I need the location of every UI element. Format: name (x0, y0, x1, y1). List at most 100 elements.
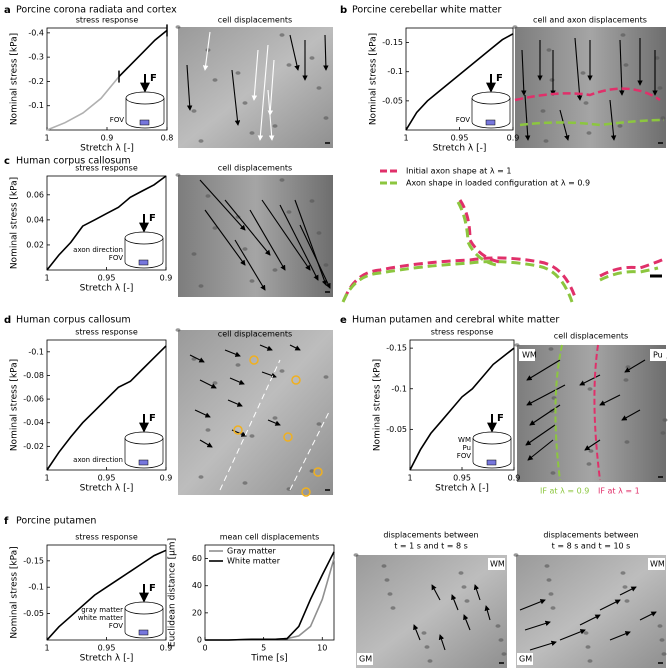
cell (514, 343, 520, 347)
image-label: WM (650, 560, 665, 569)
sample-cylinder (472, 438, 512, 469)
sample-top (124, 431, 164, 445)
x-axis-label: Time [s] (250, 654, 288, 664)
panel-title: Human corpus callosum (16, 156, 131, 167)
data-line (46, 345, 167, 471)
cell (620, 571, 626, 575)
displacement-arrow (251, 49, 259, 101)
y-tick-label: -0.02 (23, 442, 44, 451)
x-tick-label: 0.95 (98, 474, 116, 483)
sample-top (125, 91, 165, 105)
cell (272, 416, 278, 420)
axon-initial (514, 87, 661, 102)
displacement-arrow (524, 620, 551, 631)
sample-cylinder (124, 608, 164, 639)
x-tick-label: 0 (202, 644, 207, 653)
y-axis-label: Nominal stress [kPa] (10, 177, 20, 269)
y-tick-label: -0.05 (23, 609, 44, 618)
label-box (517, 653, 533, 665)
cell (501, 652, 507, 656)
panel-title: Human putamen and cerebral white matter (352, 315, 559, 326)
y-tick-label: -0.1 (391, 384, 407, 393)
legend-label: Gray matter (227, 547, 277, 556)
x-tick-label: 5 (261, 644, 266, 653)
cell (513, 553, 519, 557)
chart-title: stress response (75, 533, 138, 542)
micrograph (517, 345, 666, 482)
cell (587, 659, 593, 663)
cell (550, 471, 556, 475)
cell (540, 109, 546, 113)
displacement-arrow (525, 424, 556, 446)
label-box (648, 558, 665, 570)
fov (138, 629, 149, 636)
y-tick-label: -0.04 (23, 418, 44, 427)
y-tick-label: -0.05 (386, 425, 407, 434)
axon-direction (289, 409, 331, 491)
cell (660, 116, 666, 120)
displacement-arrow (202, 31, 211, 71)
micrograph (178, 175, 333, 297)
y-axis-label: Nominal stress [kPa] (369, 33, 379, 125)
cell (624, 599, 630, 603)
displacement-arrow (559, 109, 570, 141)
image-label: WM (490, 560, 505, 569)
cell (548, 347, 554, 351)
sample-top (124, 601, 164, 615)
sample-cylinder (124, 438, 164, 469)
panel-title: Porcine cerebellar white matter (352, 5, 502, 16)
displacement-arrow (451, 594, 459, 611)
image-title: displacements between (383, 531, 478, 540)
chart-title: stress response (75, 328, 138, 337)
x-tick-label: 1 (407, 474, 412, 483)
y-tick-label: 0.06 (26, 190, 44, 199)
cell (242, 247, 248, 251)
data-line (409, 347, 515, 471)
cell (546, 578, 552, 582)
displacement-arrow (279, 204, 319, 281)
x-tick-label: 0.9 (160, 474, 173, 483)
cell (498, 638, 504, 642)
displacement-arrow (234, 239, 266, 291)
x-axis-label: Stretch λ [-] (80, 144, 134, 154)
displacement-arrow (413, 624, 421, 641)
cell (235, 363, 241, 367)
y-axis-label: Nominal stress [kPa] (10, 546, 20, 638)
inset-label: gray matter (81, 606, 123, 614)
displacement-arrow (289, 34, 300, 71)
tracked-cell (249, 355, 259, 365)
displacement-arrow (463, 614, 471, 631)
displacement-arrow (261, 371, 277, 379)
displacement-arrow (431, 584, 441, 601)
displacement-arrow (639, 611, 657, 621)
displacement-arrow (199, 379, 217, 389)
y-tick-label: -0.08 (23, 371, 44, 380)
force-label: F (149, 213, 156, 224)
x-axis-label: Stretch λ [-] (80, 484, 134, 494)
cell (212, 381, 218, 385)
displacement-arrow (579, 374, 601, 386)
displacement-arrow (261, 199, 311, 271)
cell (625, 365, 631, 369)
sample-top (472, 431, 512, 445)
cell (279, 33, 285, 37)
y-axis-label: Nominal stress [kPa] (10, 33, 20, 125)
displacement-arrow (323, 34, 329, 71)
y-tick-label: 20 (192, 608, 202, 617)
cell (544, 564, 550, 568)
x-tick-label: 0.95 (98, 644, 116, 653)
y-tick-label: -0.4 (28, 28, 44, 37)
data-line (46, 76, 120, 131)
x-tick-label: 0.9 (101, 134, 114, 143)
cell (205, 194, 211, 198)
displacement-arrow (624, 359, 646, 373)
displacement-arrow (194, 409, 211, 418)
inset-label: FOV (109, 254, 123, 262)
cell (662, 418, 668, 422)
cell (620, 33, 626, 37)
micrograph (516, 555, 666, 668)
displacement-arrow (584, 439, 601, 451)
cell (198, 139, 204, 143)
cell (381, 564, 387, 568)
interface-loaded (554, 344, 563, 481)
